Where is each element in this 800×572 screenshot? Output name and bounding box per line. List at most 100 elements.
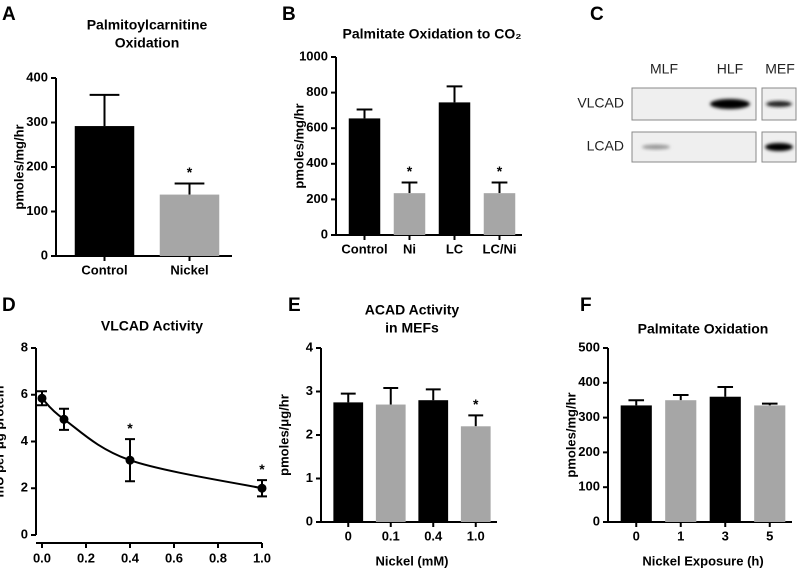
y-tick-label: 100	[578, 479, 600, 494]
error-bar	[761, 402, 778, 406]
bar	[393, 193, 426, 235]
error-bar	[89, 93, 120, 127]
y-tick-label: 2	[306, 426, 313, 441]
panel-letter: B	[282, 4, 296, 25]
y-tick-label: 500	[578, 339, 600, 354]
significance-marker: *	[127, 420, 133, 436]
y-tick-label: 400	[306, 155, 328, 170]
blot-band	[710, 99, 750, 109]
x-tick-label: 0	[345, 528, 352, 543]
x-tick-label: 0.1	[382, 528, 400, 543]
y-tick-label: 0	[321, 226, 328, 241]
y-tick-label: 100	[26, 203, 48, 218]
y-tick-label: 400	[26, 69, 48, 84]
point	[37, 393, 47, 403]
significance-marker: *	[497, 163, 503, 179]
y-tick-label: 400	[578, 374, 600, 389]
significance-marker: *	[187, 164, 193, 180]
panel-letter: C	[590, 4, 604, 25]
blot-band	[766, 101, 792, 107]
error-bar	[383, 387, 399, 405]
error-bar	[401, 181, 418, 194]
panel-letter: F	[580, 295, 592, 316]
y-tick-label: 8	[21, 339, 28, 354]
y-tick-label: 200	[26, 158, 48, 173]
bar	[348, 118, 381, 235]
x-tick-label: 0.4	[424, 528, 443, 543]
bar	[709, 396, 741, 522]
error-bar	[174, 182, 205, 195]
y-axis-label: mU per μg protein	[0, 385, 6, 497]
y-tick-label: 1	[306, 470, 313, 485]
blot-row: VLCAD	[577, 95, 624, 111]
point	[125, 455, 135, 465]
y-tick-label: 0	[593, 513, 600, 528]
bar	[375, 404, 406, 522]
panel-letter: E	[288, 295, 301, 316]
y-tick-label: 600	[306, 120, 328, 135]
blot-column: MEF	[765, 61, 795, 77]
error-bar	[446, 85, 463, 103]
x-tick-label: 1	[677, 528, 684, 543]
y-tick-label: 0	[41, 247, 48, 262]
y-tick-label: 4	[21, 433, 29, 448]
y-tick-label: 6	[21, 386, 28, 401]
x-tick-label: 5	[766, 528, 773, 543]
y-axis-label: pmoles/mg/hr	[11, 124, 26, 209]
chart-title: ACAD Activity	[365, 302, 460, 318]
chart-title: Palmitate Oxidation	[638, 321, 769, 337]
y-axis-label: pmoles/μg/hr	[276, 394, 291, 476]
x-tick-label: 1.0	[467, 528, 485, 543]
x-tick-label: 3	[722, 528, 729, 543]
chart-title: in MEFs	[385, 320, 439, 336]
x-tick-label: 0	[633, 528, 640, 543]
chart-title: Palmitate Oxidation to CO₂	[343, 26, 522, 42]
y-tick-label: 200	[306, 191, 328, 206]
blot-band	[642, 144, 670, 150]
panel-letter: A	[2, 4, 16, 25]
significance-marker: *	[473, 396, 479, 412]
bar	[159, 194, 220, 256]
y-tick-label: 300	[26, 114, 48, 129]
x-tick-label: 0.6	[165, 550, 183, 565]
x-tick-label: LC/Ni	[483, 241, 517, 256]
bar	[754, 405, 786, 522]
blot-row: LCAD	[587, 138, 624, 154]
panel-letter: D	[2, 295, 16, 316]
chart-title: Oxidation	[115, 35, 180, 51]
error-bar	[340, 392, 356, 403]
point	[59, 414, 69, 424]
chart-title: VLCAD Activity	[101, 318, 203, 334]
y-tick-label: 1000	[299, 48, 328, 63]
x-tick-label: Control	[81, 262, 127, 277]
x-tick-label: LC	[446, 241, 464, 256]
bar	[418, 400, 449, 522]
y-tick-label: 300	[578, 409, 600, 424]
chart-title: Palmitoylcarnitine	[87, 17, 208, 33]
point	[257, 483, 267, 493]
error-bar	[628, 399, 645, 406]
y-tick-label: 3	[306, 383, 313, 398]
blot-column: MLF	[650, 61, 678, 77]
x-tick-label: Nickel	[170, 262, 208, 277]
bar	[74, 126, 135, 256]
y-axis-label: pmoles/mg/hr	[291, 103, 306, 188]
bar	[483, 193, 516, 235]
error-bar	[468, 414, 484, 427]
error-bar	[672, 393, 689, 401]
blot-band	[765, 143, 793, 151]
error-bar	[425, 388, 441, 401]
x-tick-label: 0.4	[121, 550, 140, 565]
y-tick-label: 2	[21, 480, 28, 495]
y-tick-label: 0	[306, 513, 313, 528]
y-tick-label: 800	[306, 84, 328, 99]
x-tick-label: 0.0	[33, 550, 51, 565]
y-tick-label: 200	[578, 444, 600, 459]
error-bar	[491, 181, 508, 194]
error-bar	[356, 108, 373, 119]
x-tick-label: Control	[341, 241, 387, 256]
bar	[460, 426, 491, 522]
bar	[620, 405, 652, 522]
x-tick-label: Ni	[403, 241, 416, 256]
